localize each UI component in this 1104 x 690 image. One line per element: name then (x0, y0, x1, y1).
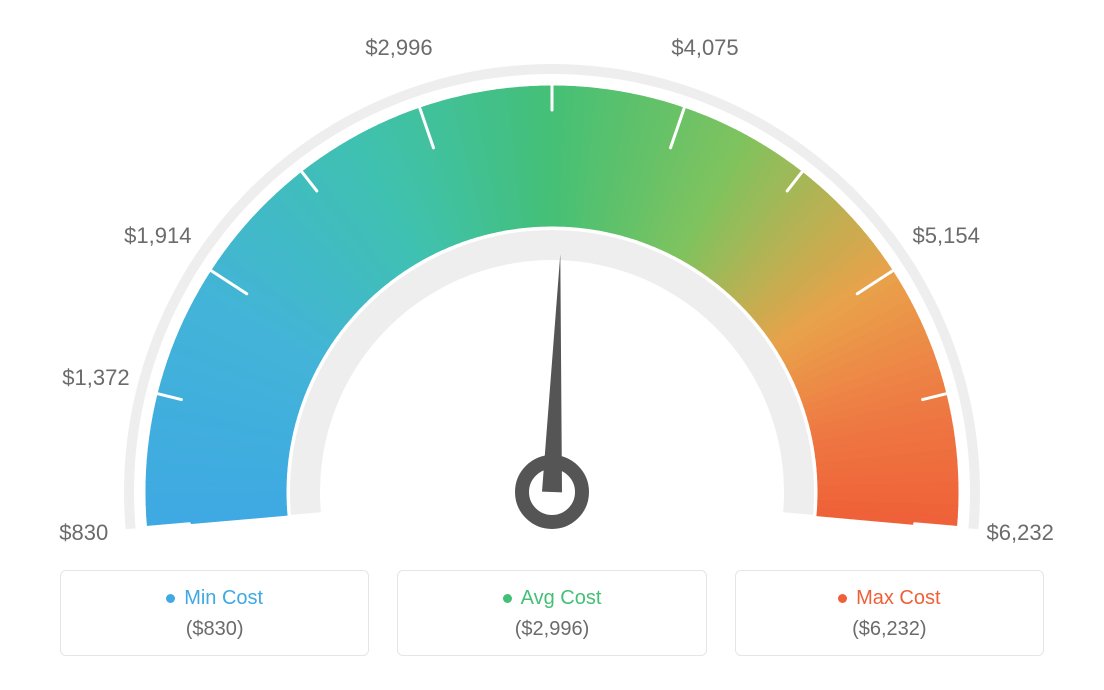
legend-dot-max (838, 594, 847, 603)
legend-dot-min (166, 594, 175, 603)
legend-card-avg: Avg Cost ($2,996) (397, 570, 706, 656)
gauge-svg (0, 0, 1104, 560)
legend-value-min: ($830) (71, 618, 358, 641)
legend-value-max: ($6,232) (746, 618, 1033, 641)
legend-label-min: Min Cost (184, 587, 263, 610)
legend-row: Min Cost ($830) Avg Cost ($2,996) Max Co… (0, 570, 1104, 656)
gauge-tick-label: $830 (59, 520, 108, 546)
gauge-tick-label: $1,372 (62, 365, 129, 391)
legend-label-avg: Avg Cost (521, 587, 602, 610)
legend-value-avg: ($2,996) (408, 618, 695, 641)
legend-card-max: Max Cost ($6,232) (735, 570, 1044, 656)
legend-card-min: Min Cost ($830) (60, 570, 369, 656)
gauge-tick-label: $4,075 (671, 35, 738, 61)
gauge-tick-label: $2,996 (365, 35, 432, 61)
legend-label-max: Max Cost (856, 587, 940, 610)
cost-gauge-chart: $830 $1,372 $1,914 $2,996 $4,075 $5,154 $6,232 (0, 0, 1104, 560)
gauge-tick-label: $5,154 (913, 223, 980, 249)
gauge-tick-label: $6,232 (987, 520, 1054, 546)
legend-dot-avg (503, 594, 512, 603)
gauge-tick-label: $1,914 (124, 223, 191, 249)
